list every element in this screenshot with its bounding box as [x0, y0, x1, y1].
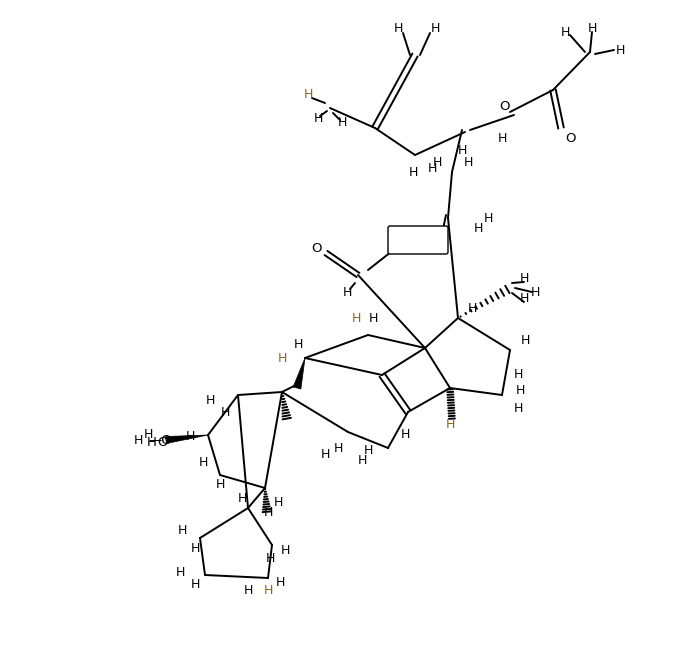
Text: O: O	[565, 131, 575, 144]
Text: H: H	[274, 496, 282, 509]
Text: H: H	[530, 285, 540, 298]
Text: H: H	[303, 89, 313, 102]
Text: H: H	[394, 21, 402, 34]
Text: H: H	[519, 292, 528, 305]
Text: H: H	[190, 542, 200, 554]
Text: H: H	[467, 302, 477, 314]
Text: H: H	[190, 578, 200, 591]
Text: H: H	[430, 21, 439, 34]
Text: H: H	[514, 369, 523, 382]
Text: H: H	[497, 131, 507, 144]
Text: H: H	[520, 333, 530, 347]
Text: H: H	[293, 338, 303, 351]
Text: H: H	[337, 116, 346, 129]
Text: H: H	[198, 455, 208, 468]
Text: H: H	[206, 393, 215, 406]
Text: H: H	[560, 25, 570, 39]
Text: H: H	[147, 435, 157, 448]
Text: H: H	[587, 21, 596, 34]
FancyBboxPatch shape	[388, 226, 448, 254]
Polygon shape	[293, 358, 305, 389]
Text: H: H	[368, 311, 377, 325]
Text: H: H	[275, 575, 284, 589]
Text: H: H	[400, 428, 410, 441]
Text: H: H	[334, 441, 342, 454]
Text: H: H	[458, 144, 466, 157]
Text: H: H	[280, 543, 290, 556]
Text: H: H	[313, 111, 323, 124]
Text: H: H	[320, 448, 330, 461]
Text: H: H	[519, 272, 528, 285]
Text: H: H	[514, 402, 523, 415]
Text: H: H	[264, 584, 273, 597]
Text: H: H	[243, 584, 253, 597]
Text: —O: —O	[148, 433, 172, 446]
Text: H: H	[408, 166, 418, 179]
Text: H: H	[215, 479, 224, 492]
Text: H: H	[516, 384, 524, 397]
Text: H: H	[177, 523, 187, 536]
Text: H: H	[277, 351, 286, 364]
Text: O: O	[499, 100, 510, 113]
Polygon shape	[166, 435, 208, 443]
Text: H: H	[133, 433, 143, 446]
Text: H: H	[185, 430, 195, 443]
Text: H: H	[615, 43, 625, 56]
Text: H: H	[427, 162, 437, 175]
Text: H: H	[463, 155, 472, 168]
Text: H: H	[144, 428, 153, 441]
Text: H: H	[351, 311, 361, 325]
Text: H: H	[237, 492, 247, 505]
Text: H: H	[264, 505, 273, 518]
Text: H: H	[446, 419, 455, 432]
Text: O: O	[158, 435, 168, 448]
Text: H: H	[266, 551, 275, 564]
Text: O: O	[312, 241, 322, 254]
Text: H: H	[432, 157, 441, 170]
Text: H: H	[473, 221, 483, 234]
Text: H: H	[357, 454, 367, 466]
Text: H: H	[483, 212, 493, 225]
Text: H: H	[363, 443, 373, 457]
Text: H: H	[175, 565, 185, 578]
Text: H: H	[342, 287, 352, 300]
Text: H: H	[220, 406, 230, 419]
Text: Abs: Abs	[408, 233, 428, 243]
